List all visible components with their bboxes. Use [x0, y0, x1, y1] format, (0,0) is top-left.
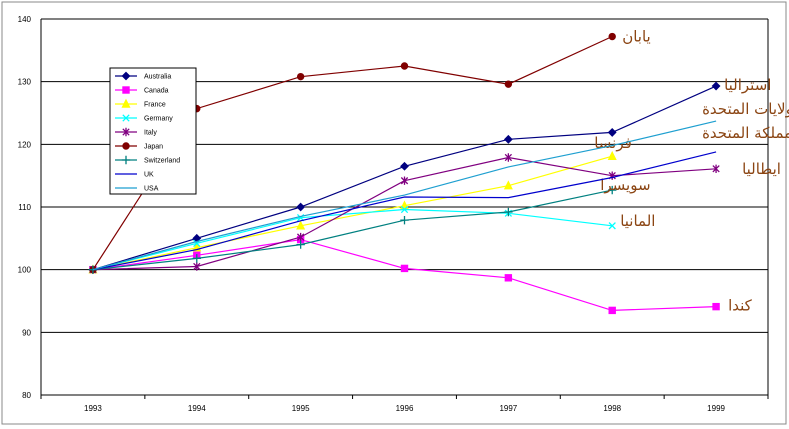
data-point	[608, 185, 617, 195]
series-usa: الولايات المتحدة	[92, 100, 789, 271]
legend-label: UK	[144, 172, 154, 179]
legend-label: France	[144, 102, 166, 109]
y-tick-label: 90	[22, 328, 31, 337]
legend-item: France	[115, 98, 166, 109]
series-australia: استراليا	[88, 76, 771, 275]
series-end-label: سويسرا	[600, 176, 650, 194]
x-tick-label: 1999	[707, 404, 725, 413]
data-point	[400, 161, 409, 171]
legend-item: Switzerland	[115, 155, 180, 165]
series-uk: المملكة المتحدة	[92, 124, 789, 271]
legend-label: Canada	[144, 88, 169, 95]
data-point	[607, 128, 617, 137]
y-tick-label: 80	[22, 391, 31, 400]
x-tick-label: 1997	[499, 404, 517, 413]
data-point	[121, 71, 131, 81]
legend-item: Australia	[115, 71, 171, 81]
data-point	[296, 202, 306, 212]
data-point	[712, 302, 720, 311]
series-end-label: المانيا	[620, 212, 655, 230]
series-end-label: الولايات المتحدة	[702, 100, 789, 118]
data-point	[121, 98, 131, 108]
series-line	[92, 151, 717, 271]
y-tick-label: 120	[18, 140, 32, 149]
series-end-label: استراليا	[724, 76, 771, 94]
x-tick-label: 1994	[188, 404, 206, 413]
data-point	[122, 86, 130, 94]
data-point	[400, 176, 409, 185]
data-point	[193, 262, 201, 271]
data-point	[296, 232, 305, 242]
legend-item: Japan	[115, 142, 163, 151]
series-line	[92, 208, 613, 271]
data-point	[712, 164, 720, 173]
data-point	[296, 72, 305, 81]
legend-label: Switzerland	[144, 158, 180, 165]
x-tick-label: 1993	[84, 404, 102, 413]
legend-item: UK	[115, 172, 154, 179]
series-end-label: يابان	[622, 28, 651, 46]
data-point	[400, 205, 409, 214]
data-point	[121, 155, 131, 165]
series-line	[92, 155, 613, 271]
x-tick-label: 1998	[603, 404, 621, 413]
data-point	[607, 150, 617, 160]
data-point	[400, 215, 409, 225]
legend-label: Japan	[144, 144, 163, 151]
data-point	[296, 240, 305, 249]
y-tick-label: 140	[18, 15, 32, 24]
series-end-label: كندا	[728, 297, 753, 315]
data-point	[608, 222, 616, 230]
data-point	[608, 32, 616, 41]
data-point	[608, 306, 616, 315]
series-end-label: ايطاليا	[742, 160, 781, 178]
legend-item: Germany	[115, 114, 173, 123]
series-line	[92, 189, 613, 271]
legend-item: Italy	[115, 127, 157, 137]
y-tick-label: 110	[18, 203, 31, 212]
data-point	[122, 142, 130, 150]
series-end-label: المملكة المتحدة	[702, 124, 789, 142]
y-tick-label: 100	[18, 266, 32, 275]
legend-label: Italy	[144, 130, 157, 137]
series-switzerland: سويسرا	[88, 176, 651, 274]
data-point	[122, 127, 130, 137]
x-tick-label: 1996	[396, 404, 414, 413]
data-point	[122, 114, 130, 122]
legend-item: Canada	[115, 86, 169, 95]
data-point	[400, 264, 409, 273]
data-point	[504, 274, 513, 282]
data-point	[400, 62, 409, 70]
x-tick-label: 1995	[292, 404, 310, 413]
series-end-label: فرنسا	[594, 134, 632, 152]
data-point	[503, 180, 513, 190]
legend-label: USA	[144, 186, 159, 193]
y-tick-label: 130	[18, 78, 32, 87]
data-point	[192, 254, 201, 263]
legend-label: Germany	[144, 116, 173, 123]
data-point	[711, 81, 721, 91]
data-point	[296, 220, 306, 230]
legend-item: USA	[115, 186, 159, 193]
series-germany: المانيا	[89, 205, 655, 274]
data-point	[504, 153, 513, 162]
data-point	[504, 207, 513, 217]
data-point	[504, 80, 513, 88]
legend: Australia Canada France Germany Italy Japan Sw…	[109, 67, 197, 195]
legend-label: Australia	[144, 74, 171, 81]
data-point	[503, 134, 513, 144]
series-italy: ايطاليا	[89, 153, 781, 274]
series-line	[92, 120, 717, 271]
